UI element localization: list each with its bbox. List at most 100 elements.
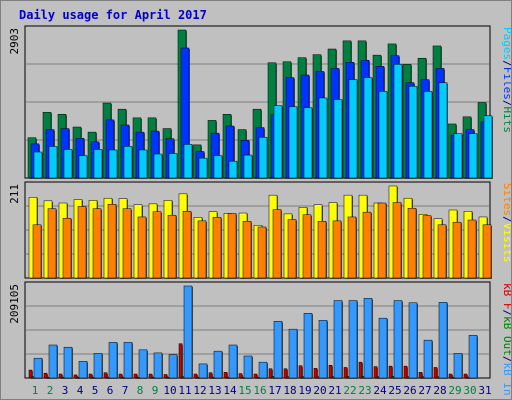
bar-kbf	[328, 364, 333, 379]
bar-kbf	[88, 373, 93, 379]
bar-pages	[348, 79, 358, 179]
bar-kbout-shadow	[243, 378, 246, 379]
day-label: 5	[92, 384, 99, 397]
day-label: 1	[32, 384, 39, 397]
bar-sites	[392, 202, 402, 279]
bar-kbout-shadow	[108, 378, 111, 379]
day-label: 16	[253, 384, 266, 397]
legend-item: Pages	[501, 27, 511, 60]
day-label: 14	[223, 384, 237, 397]
bar-kbin	[243, 355, 253, 379]
y-max-label: 211	[8, 184, 21, 204]
bar-kbout-shadow	[78, 378, 81, 379]
bar-sites	[422, 215, 432, 279]
bar-kbf	[238, 373, 243, 379]
bar-pages	[228, 160, 238, 179]
day-label: 28	[433, 384, 446, 397]
bar-kbout-shadow	[333, 377, 336, 379]
bar-sites	[437, 224, 447, 279]
legend-item: Files	[501, 67, 511, 100]
bar-sites	[332, 220, 342, 279]
bar-sites	[287, 219, 297, 279]
bar-kbf	[463, 373, 468, 379]
day-label: 6	[107, 384, 114, 397]
bar-pages	[78, 155, 88, 179]
bar-kbin	[228, 344, 238, 379]
bar-sites	[242, 221, 252, 279]
bar-sites	[122, 208, 132, 279]
bar-kbf	[388, 365, 393, 379]
bar-kbf	[343, 367, 348, 379]
bar-kbin	[303, 313, 313, 379]
bar-pages	[108, 149, 118, 179]
bar-sites	[62, 218, 72, 279]
bar-kbf	[373, 366, 378, 379]
bar-kbout-shadow	[318, 377, 321, 379]
bar-kbout-shadow	[198, 378, 201, 379]
bar-kbf	[193, 373, 198, 379]
bar-pages	[243, 154, 253, 179]
bar-kbf	[208, 372, 213, 379]
bar-sites	[407, 207, 417, 279]
bar-kbin	[123, 342, 133, 379]
bar-sites	[347, 216, 357, 279]
bar-kbout-shadow	[258, 378, 261, 379]
legend-visits-sites: Sites/Visits	[501, 183, 511, 263]
bar-kbout-shadow	[468, 378, 471, 379]
day-label: 7	[122, 384, 129, 397]
day-label: 20	[313, 384, 326, 397]
legend-item: /	[501, 60, 511, 67]
bar-sites	[257, 226, 267, 279]
bar-kbout-shadow	[93, 378, 96, 379]
bar-kbin	[183, 285, 193, 379]
bar-kbin	[318, 320, 328, 379]
bar-kbout-shadow	[228, 378, 231, 379]
bar-sites	[152, 211, 162, 279]
bar-kbin	[153, 352, 163, 379]
bar-sites	[197, 220, 207, 279]
legend-item: kB Out	[501, 316, 511, 356]
bar-kbin	[198, 363, 208, 379]
day-label: 27	[418, 384, 431, 397]
bar-kbin	[93, 353, 103, 379]
legend-item: Sites	[501, 183, 511, 216]
bar-kbout-shadow	[63, 378, 66, 379]
legend-kb-in-out: kB F/kB Out/kB In	[501, 283, 511, 396]
bar-pages	[183, 144, 193, 179]
bar-kbin	[138, 349, 148, 379]
bar-pages	[153, 153, 163, 179]
bar-kbout-shadow	[123, 378, 126, 379]
bar-kbout-shadow	[33, 377, 36, 379]
day-label: 3	[62, 384, 69, 397]
bar-pages	[138, 149, 148, 179]
bar-kbf	[163, 374, 168, 379]
bar-kbf	[118, 373, 123, 379]
bar-kbout-shadow	[303, 377, 306, 379]
bar-kbf	[358, 361, 363, 379]
bar-kbf	[433, 367, 438, 379]
bar-kbin	[408, 302, 418, 379]
day-label: 23	[358, 384, 371, 397]
bar-kbf	[73, 374, 78, 379]
bar-sites	[167, 214, 177, 279]
day-label: 10	[163, 384, 176, 397]
bar-kbout-shadow	[138, 378, 141, 379]
bar-kbout-shadow	[48, 378, 51, 379]
legend-item: Visits	[501, 223, 511, 263]
legend-hits-files-pages: Pages/Files/Hits	[501, 27, 511, 133]
bar-kbin	[468, 335, 478, 379]
bar-kbf	[148, 373, 153, 379]
chart-title: Daily usage for April 2017	[19, 8, 207, 22]
bar-pages	[378, 91, 388, 179]
bar-pages	[93, 149, 103, 179]
bar-sites	[32, 224, 42, 279]
day-label: 18	[283, 384, 296, 397]
bar-pages	[273, 105, 283, 179]
day-label: 15	[238, 384, 251, 397]
bar-kbout-shadow	[453, 378, 456, 379]
bar-sites	[212, 217, 222, 279]
bar-pages	[438, 82, 448, 179]
day-label: 31	[478, 384, 491, 397]
bar-pages	[303, 107, 313, 179]
